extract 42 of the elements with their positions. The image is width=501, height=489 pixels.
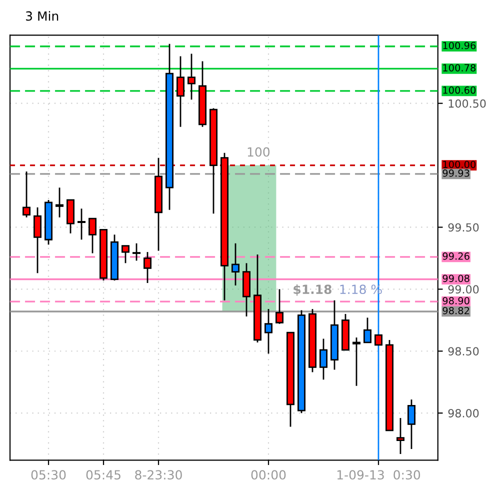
candlestick bbox=[78, 208, 86, 240]
ref-line-label: 98.90 bbox=[442, 297, 470, 304]
candlestick bbox=[188, 53, 196, 100]
candlestick bbox=[88, 218, 97, 254]
ref-line-label: 99.08 bbox=[442, 274, 470, 282]
x-tick-label: 00:00 bbox=[251, 470, 286, 480]
y-tick-label: 99.50 bbox=[448, 223, 479, 232]
x-tick-label: 8-23:30 bbox=[135, 470, 182, 480]
y-tick-label: 99.00 bbox=[448, 285, 479, 294]
y-tick-label: 98.00 bbox=[448, 409, 479, 418]
ref-line-label: 99.26 bbox=[442, 252, 470, 260]
candlestick bbox=[352, 336, 360, 387]
candlestick bbox=[66, 199, 75, 234]
candlestick bbox=[144, 251, 152, 284]
y-tick-label: 100.50 bbox=[448, 99, 486, 108]
candlestick bbox=[232, 242, 240, 286]
chart-title: 3 Min bbox=[26, 11, 58, 21]
candlestick bbox=[132, 242, 140, 262]
candlestick bbox=[264, 308, 272, 354]
ref-line-label: 100.78 bbox=[443, 64, 476, 72]
candlestick bbox=[34, 206, 42, 274]
candlestick bbox=[275, 288, 284, 325]
ref-line-label: 100.96 bbox=[443, 42, 476, 50]
y-tick-label: 98.50 bbox=[448, 347, 479, 356]
annotation: $1.18 bbox=[294, 284, 332, 296]
candlestick bbox=[319, 338, 328, 380]
candlestick bbox=[407, 398, 416, 450]
ref-line-label: 98.82 bbox=[442, 306, 470, 314]
x-tick-label: 05:30 bbox=[31, 470, 66, 480]
ref-line-label: 100.60 bbox=[443, 86, 476, 94]
x-tick-label: 05:45 bbox=[86, 470, 120, 480]
candlestick bbox=[122, 245, 130, 264]
candlestick bbox=[374, 334, 382, 346]
candlestick bbox=[22, 170, 31, 218]
candlestick bbox=[396, 417, 404, 455]
candlestick bbox=[363, 316, 372, 344]
ref-line-label: 99.93 bbox=[442, 169, 470, 177]
annotation: 100 bbox=[248, 147, 270, 157]
candlestick bbox=[176, 56, 184, 128]
candlestick bbox=[56, 186, 64, 218]
x-tick-label: 1-09-13 0:30 bbox=[337, 470, 420, 480]
ref-line-label: 100.00 bbox=[443, 160, 476, 168]
